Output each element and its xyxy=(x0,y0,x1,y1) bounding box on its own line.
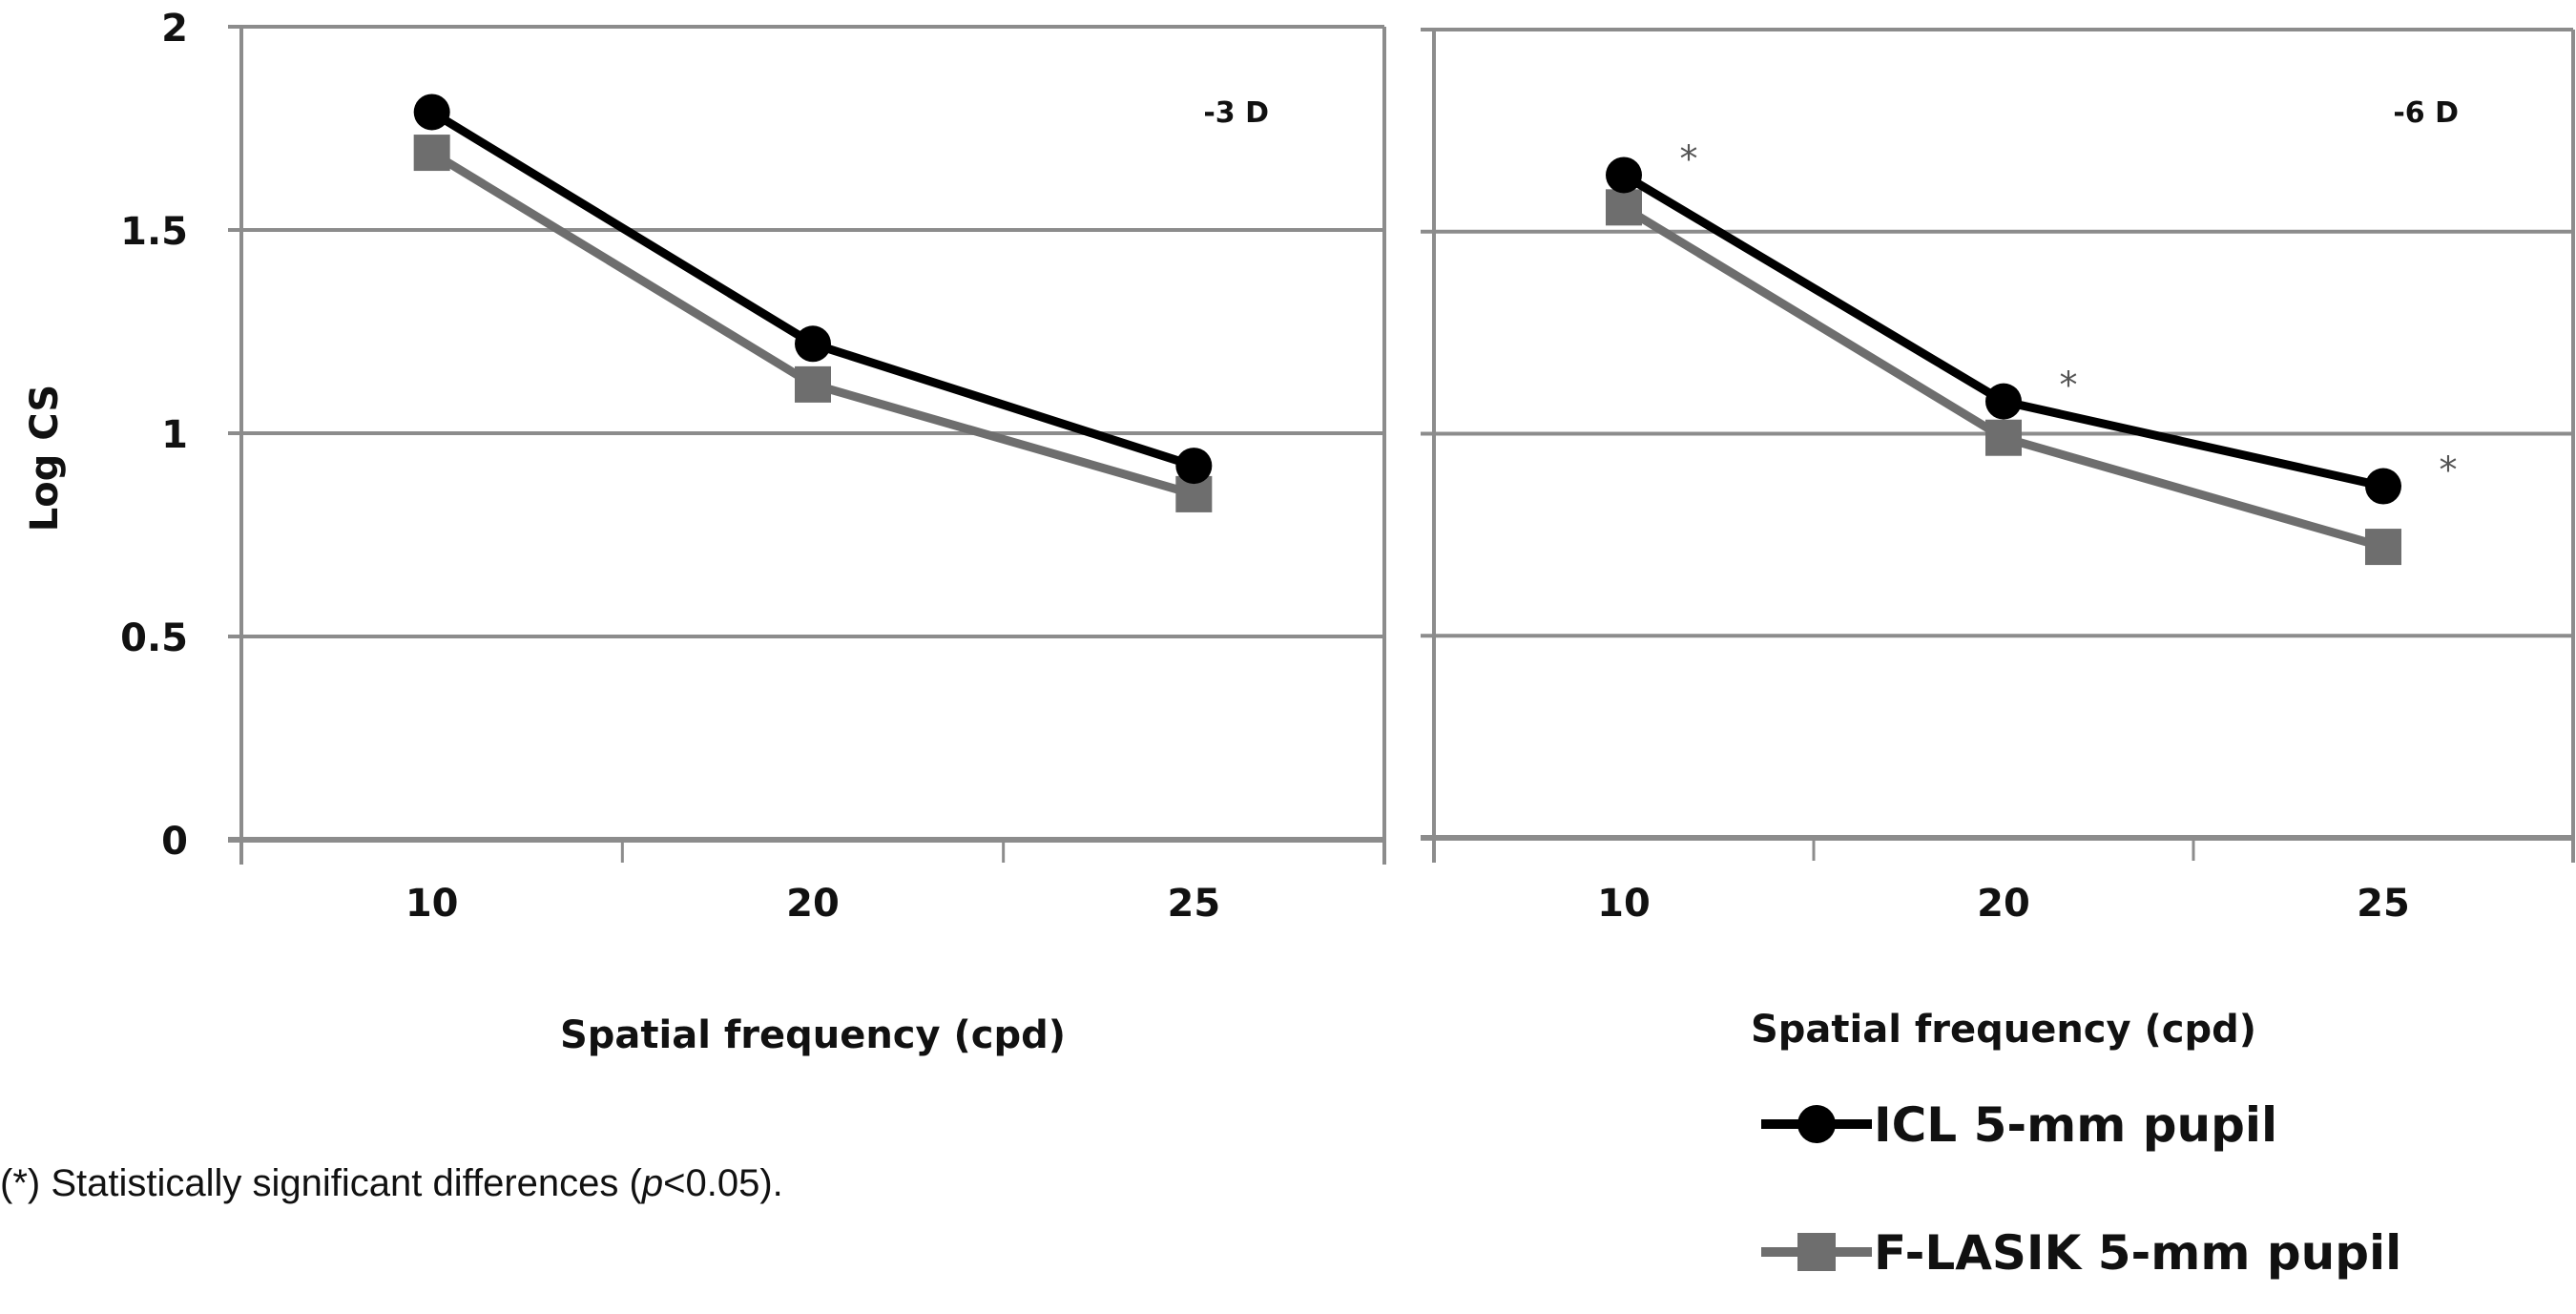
data-point-circle xyxy=(413,94,450,131)
x-tick-label: 25 xyxy=(1167,882,1220,926)
data-point-square xyxy=(1606,189,1642,226)
significance-star: * xyxy=(2060,365,2078,407)
y-tick-label: 2 xyxy=(161,7,188,51)
series-line xyxy=(429,149,1195,499)
y-tick-label: 1.5 xyxy=(120,210,188,254)
panel-label: -3 D xyxy=(1203,96,1269,130)
panel-1: 0 0.5 1 1.5 2 10 20 25 Spatial frequency (cpd) -3… xyxy=(120,7,1386,1057)
footnote: (*) Statistically significant difference… xyxy=(0,1162,783,1205)
legend-item-icl: ICL 5-mm pupil xyxy=(1761,1097,2277,1153)
legend-item-f-lasik: F-LASIK 5-mm pupil xyxy=(1761,1225,2401,1281)
x-tick-label: 25 xyxy=(2357,882,2410,926)
y-tick-label: 0.5 xyxy=(120,616,188,660)
legend-label: F-LASIK 5-mm pupil xyxy=(1874,1225,2401,1281)
data-point-circle xyxy=(1175,448,1213,485)
series-icl xyxy=(413,94,1213,485)
series-line xyxy=(429,108,1195,470)
series-f-lasik xyxy=(413,135,1213,512)
footnote-prefix: (*) Statistically significant difference… xyxy=(0,1162,642,1204)
y-tick-label: 1 xyxy=(161,413,188,457)
data-point-square xyxy=(1985,419,2022,456)
x-axis-title: Spatial frequency (cpd) xyxy=(560,1013,1066,1057)
x-tick-label: 10 xyxy=(1597,882,1651,926)
legend-marker-circle xyxy=(1797,1105,1836,1143)
panel-label: -6 D xyxy=(2393,96,2459,130)
panel-2: 10 20 25 Spatial frequency (cpd) -6 D * * * xyxy=(1421,28,2575,1052)
legend-marker-square xyxy=(1797,1233,1836,1271)
x-tick-label: 20 xyxy=(786,882,840,926)
x-axis-title: Spatial frequency (cpd) xyxy=(1751,1008,2256,1052)
data-point-square xyxy=(2365,529,2401,566)
data-point-circle xyxy=(795,325,831,363)
data-point-square xyxy=(795,365,831,403)
data-point-circle xyxy=(1985,383,2022,420)
y-tick-label: 0 xyxy=(161,820,188,864)
series-f-lasik xyxy=(1606,189,2401,566)
x-tick-label: 10 xyxy=(405,882,459,926)
footnote-suffix: <0.05). xyxy=(663,1162,783,1204)
significance-star: * xyxy=(2440,449,2458,491)
series-icl xyxy=(1606,156,2401,505)
panels-layer: 0 0.5 1 1.5 2 10 20 25 Spatial frequency (cpd) -3… xyxy=(120,7,2575,1057)
footnote-p-italic: p xyxy=(641,1162,664,1204)
data-point-square xyxy=(413,135,450,172)
significance-star: * xyxy=(1680,137,1698,179)
series-line xyxy=(1621,203,2385,552)
data-point-circle xyxy=(2365,468,2401,505)
y-axis-title: Log CS xyxy=(23,385,67,532)
data-point-circle xyxy=(1606,156,1642,194)
x-tick-label: 20 xyxy=(1977,882,2030,926)
legend: ICL 5-mm pupil F-LASIK 5-mm pupil xyxy=(1761,1097,2401,1281)
legend-label: ICL 5-mm pupil xyxy=(1874,1097,2277,1153)
